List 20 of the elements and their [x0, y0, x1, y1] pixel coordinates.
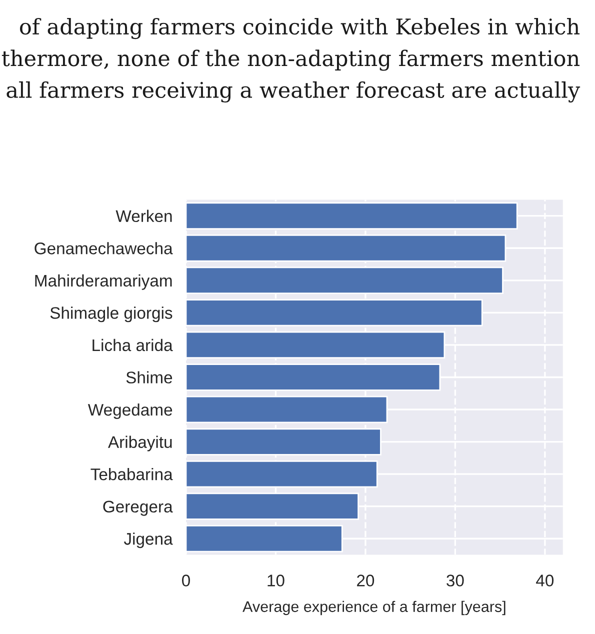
y-tick-label: Werken	[116, 210, 172, 222]
y-tick-label: Wegedame	[88, 403, 172, 420]
x-tick-label: 30	[446, 574, 464, 586]
y-tick-label: Shimagle giorgis	[50, 306, 172, 322]
y-tick-label: Genamechawecha	[34, 242, 173, 254]
y-tick-label: Aribayitu	[108, 436, 172, 452]
y-tick-label: Shime	[126, 371, 172, 384]
text: all farmers receiving a weather forecast are actually	[6, 81, 580, 102]
x-tick-label: 10	[268, 574, 284, 586]
y-tick-label: Tebabarina	[90, 468, 173, 480]
y-tick-label: Geregera	[103, 500, 173, 516]
text: of adapting farmers coincide with Kebeles in which	[20, 18, 580, 40]
y-tick-label: Jigena	[124, 532, 173, 548]
x-axis-title: Average experience of a farmer [years]	[242, 600, 506, 616]
x-tick-label: 0	[182, 574, 190, 586]
x-tick-label: 40	[536, 574, 554, 586]
y-tick-label: Licha arida	[92, 338, 173, 352]
text: thermore, none of the non-adapting farmers mention	[2, 50, 580, 71]
y-tick-label: Mahirderamariyam	[35, 274, 172, 290]
x-tick-label: 20	[357, 574, 374, 586]
